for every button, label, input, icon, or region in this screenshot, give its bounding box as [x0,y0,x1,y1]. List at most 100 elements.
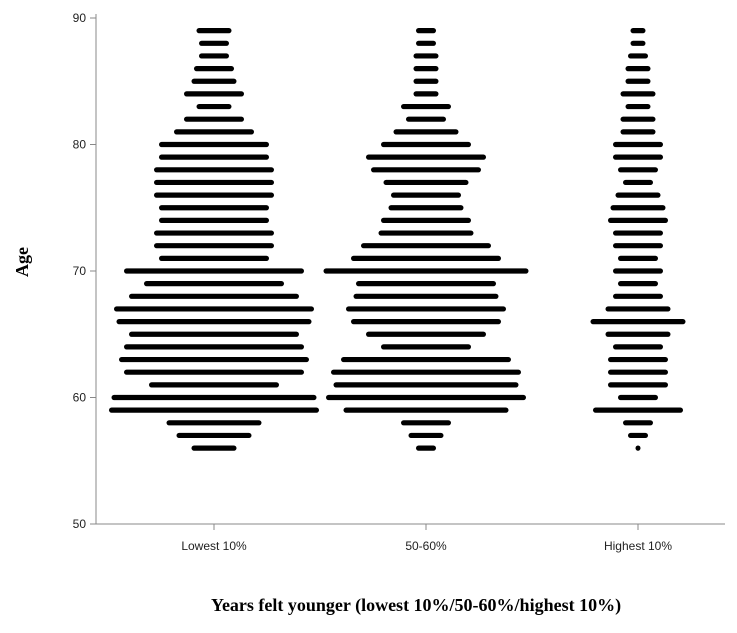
dot-bar [625,103,651,110]
dot-bar [371,167,481,173]
dot-bar [353,293,499,299]
dot-bar [109,407,319,413]
dot-bar [174,129,254,135]
dot-bar [154,243,274,249]
dot-bar [618,255,658,261]
x-axis-title: Years felt younger (lowest 10%/50-60%/hi… [211,595,621,616]
dot-bar [618,281,658,287]
dot-bar [129,331,299,337]
dot-bar [154,179,274,186]
dot-bar [416,28,436,34]
y-tick-label: 90 [73,11,87,25]
dot-bar [608,382,668,388]
dot-bar [401,103,451,110]
dot-bar [613,154,663,160]
y-tick-label: 50 [73,517,87,531]
dot-bar [413,91,439,97]
dot-bar [326,394,526,401]
dot-bar [613,141,663,148]
y-tick-label: 80 [73,138,87,152]
axes [95,14,725,525]
dot-bar [393,129,459,135]
dot-bar [346,306,506,312]
dot-bar [199,40,229,46]
dot-bar [159,255,269,261]
dot-bar [199,53,229,59]
dot-bar [159,141,269,148]
dot-bar [333,382,519,388]
dot-bar [361,243,491,249]
dot-bar [159,217,269,223]
dot-bar [383,179,469,186]
dot-bar [593,407,683,413]
dot-bar [623,179,653,186]
dot-bar [144,281,284,287]
dot-bar [343,407,509,413]
dot-bar [628,432,648,439]
dot-bar [124,344,304,350]
dot-bar [413,78,439,84]
dot-bar [416,40,436,46]
dot-bar [129,293,299,299]
dot-bar [416,445,436,451]
dot-bar [608,217,668,223]
x-ticks: Lowest 10% 50-60% Highest 10% [181,524,672,553]
dot-bar [590,319,686,325]
dot-bar [194,66,234,72]
dot-bar [191,78,237,84]
dot-bar [625,78,651,84]
dot-bar [159,205,269,211]
dot-bar [620,91,656,97]
dot-bar [114,306,314,312]
dot-bar [184,91,244,97]
dot-bar [378,230,474,236]
dot-bar [124,268,304,274]
dot-bar [381,344,471,350]
dot-bar [176,432,252,439]
dot-bar [154,192,274,198]
dot-bar [618,167,658,173]
x-tick-label: Highest 10% [604,539,672,553]
dot-bar [154,230,274,236]
dot-bar [635,445,641,451]
dot-bar [628,53,648,59]
dot-bar [149,382,279,388]
dot-bar [154,167,274,173]
dot-bar [191,445,237,451]
dot-bar [625,66,651,72]
x-tick-label: Lowest 10% [181,539,247,553]
dot-bar [351,319,501,325]
dot-bar [116,319,312,325]
dot-bar [610,205,666,211]
dot-bar [630,40,646,46]
dot-bar [366,331,486,337]
dot-bar [413,66,439,72]
dot-bar [630,28,646,34]
data-marks [109,28,686,451]
dot-bar [341,356,511,363]
dot-bar [366,154,486,160]
dot-bar [613,243,663,249]
dot-bar [613,268,663,274]
dot-bar [623,420,653,426]
y-ticks: 50 60 70 80 90 [73,11,96,531]
dot-bar [408,432,444,439]
dot-bar [605,331,671,337]
dot-bar [608,369,668,375]
dot-bar [159,154,269,160]
dot-bar [119,356,309,363]
dot-bar [323,268,529,274]
dot-bar [401,420,451,426]
dot-bar [608,356,668,363]
dot-bar [331,369,521,375]
dot-bar [388,205,464,211]
dot-bar [184,116,244,122]
dot-bar [381,217,471,223]
dot-bar [406,116,446,122]
dot-bar [413,53,439,59]
dot-bar [196,28,232,34]
x-tick-label: 50-60% [405,539,447,553]
dot-bar [618,394,658,401]
dot-bar [196,103,232,110]
